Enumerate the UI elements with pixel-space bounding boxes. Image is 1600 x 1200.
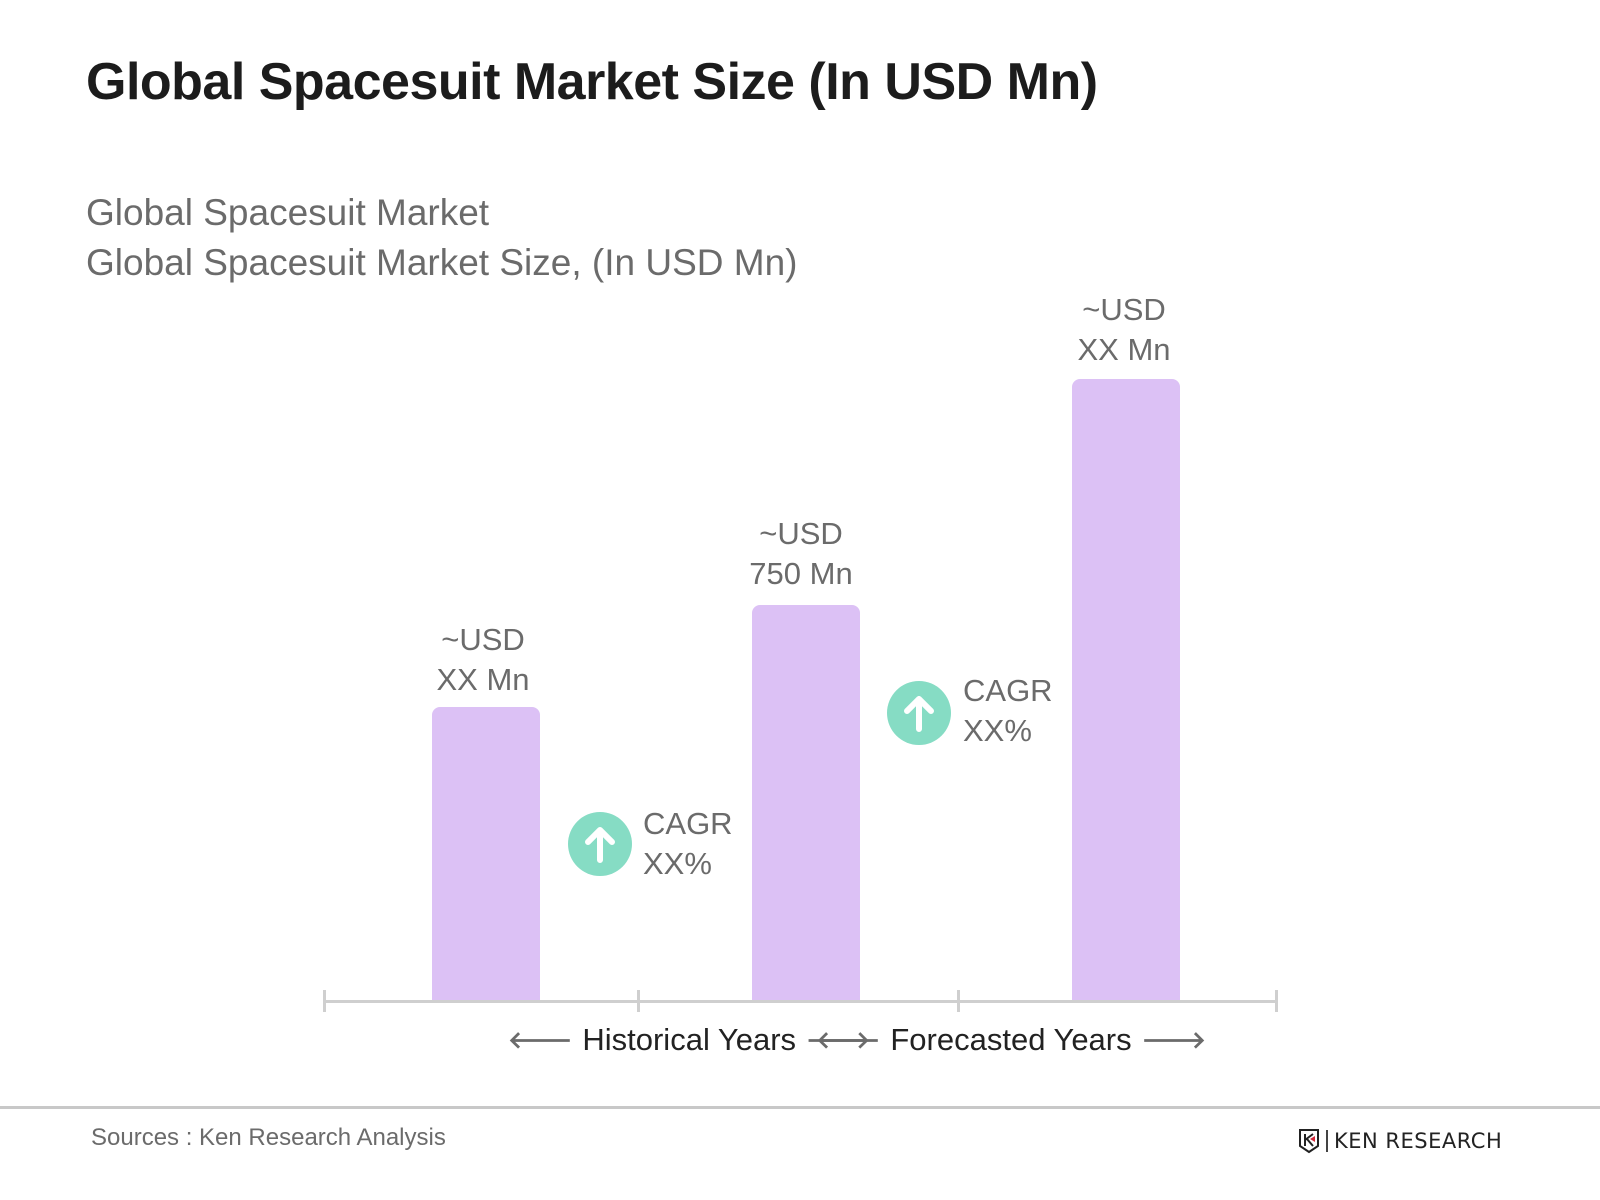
cagr-historical: CAGR XX% (643, 804, 733, 884)
bar-base-year (752, 605, 860, 1001)
bar-3-label-amount: XX Mn (1077, 332, 1171, 367)
bar-forecast-end (1072, 379, 1180, 1001)
arrow-right-icon: 🡒 (1141, 1027, 1206, 1054)
forecasted-years-text: Forecasted Years (890, 1022, 1132, 1057)
ken-research-shield-icon (1299, 1129, 1319, 1154)
cagr-value: XX% (963, 713, 1032, 748)
arrow-left-icon: 🡐 (816, 1027, 881, 1054)
cagr-label: CAGR (963, 673, 1053, 708)
source-note: Sources : Ken Research Analysis (91, 1124, 446, 1151)
axis-tick (957, 990, 960, 1012)
bar-1-label-amount: XX Mn (436, 662, 530, 697)
logo-separator (1326, 1130, 1328, 1152)
footer-divider (0, 1106, 1600, 1109)
ken-research-logo: KEN RESEARCH (1298, 1128, 1502, 1154)
bar-historical-start (432, 707, 540, 1001)
bar-3-label-currency: ~USD (1082, 292, 1166, 327)
axis-tick (323, 990, 326, 1012)
axis-tick (1275, 990, 1278, 1012)
x-axis-line (323, 1000, 1277, 1003)
forecasted-years-label: 🡐 Forecasted Years 🡒 (816, 1022, 1206, 1058)
cagr-value: XX% (643, 846, 712, 881)
bar-3-value-label: ~USD XX Mn (1024, 290, 1224, 370)
arrow-right-icon: 🡒 (806, 1027, 871, 1054)
logo-text: KEN RESEARCH (1334, 1129, 1503, 1153)
bar-1-value-label: ~USD XX Mn (383, 620, 583, 700)
chart-subtitle-size: Global Spacesuit Market Size, (In USD Mn… (86, 242, 798, 283)
arrow-left-icon: 🡐 (508, 1027, 573, 1054)
cagr-label: CAGR (643, 806, 733, 841)
chart-title: Global Spacesuit Market Size (In USD Mn) (86, 53, 1098, 111)
bar-2-value-label: ~USD 750 Mn (701, 514, 901, 594)
axis-tick (637, 990, 640, 1012)
cagr-up-arrow-icon (887, 681, 951, 745)
bar-2-label-currency: ~USD (759, 516, 843, 551)
chart-subtitle-market: Global Spacesuit Market (86, 192, 490, 233)
historical-years-label: 🡐 Historical Years 🡒 (508, 1022, 870, 1058)
cagr-forecast: CAGR XX% (963, 671, 1053, 751)
cagr-up-arrow-icon (568, 812, 632, 876)
bar-1-label-currency: ~USD (441, 622, 525, 657)
bar-2-label-amount: 750 Mn (749, 556, 853, 591)
historical-years-text: Historical Years (582, 1022, 797, 1057)
